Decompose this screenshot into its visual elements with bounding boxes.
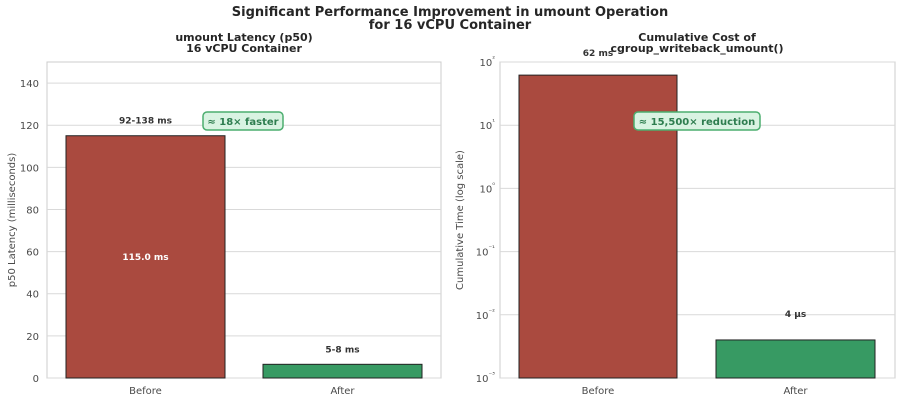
left-chart-title-line-1: umount Latency (p50) — [175, 31, 312, 44]
right-chart-y-axis-ticks: 10⁻³ 10⁻² 10⁻¹ 10⁰ 10¹ 10² — [476, 55, 495, 385]
right-chart-annotations: 62 ms 4 μs — [583, 49, 806, 320]
left-chart-title-line-2: 16 vCPU Container — [186, 42, 302, 55]
right-chart-x-tick-label: After — [783, 386, 808, 397]
right-chart-y-tick-label: 10⁰ — [479, 181, 495, 195]
left-chart-panel: umount Latency (p50) 16 vCPU Container 0… — [7, 31, 442, 397]
right-chart-y-tick-label: 10¹ — [479, 118, 495, 132]
left-chart-y-tick-label: 0 — [33, 374, 39, 385]
right-chart-y-tick-label: 10⁻¹ — [476, 245, 495, 259]
left-chart-y-axis-label: p50 Latency (milliseconds) — [7, 153, 18, 288]
left-chart-bars — [65, 135, 423, 379]
right-chart-y-tick-label: 10² — [479, 55, 495, 69]
left-chart-y-axis-ticks: 0 20 40 60 80 100 120 140 — [20, 79, 39, 385]
right-chart-callout-box — [633, 111, 761, 131]
left-chart-y-tick-label: 140 — [20, 79, 39, 90]
left-chart-x-tick-label: After — [330, 386, 355, 397]
right-chart-bar-label: 4 μs — [785, 310, 806, 320]
left-chart-bar-label: 92-138 ms — [119, 117, 172, 127]
left-chart-x-tick-label: Before — [129, 386, 162, 397]
figure-title-line-2: for 16 vCPU Container — [369, 18, 532, 33]
left-chart-x-axis-ticks: Before After — [129, 386, 355, 397]
left-chart-y-tick-label: 20 — [26, 332, 39, 343]
right-chart-bar-after — [715, 339, 876, 379]
right-chart-panel: Cumulative Cost of cgroup_writeback_umou… — [455, 31, 896, 397]
right-chart-y-axis-label: Cumulative Time (log scale) — [455, 150, 466, 290]
left-chart-callout-text: ≈ 18× faster — [207, 117, 278, 128]
left-chart-bar-before — [65, 135, 226, 379]
right-chart-bar-label: 62 ms — [583, 49, 613, 59]
right-chart-callout-text: ≈ 15,500× reduction — [639, 117, 755, 128]
left-chart-y-tick-label: 60 — [26, 248, 39, 259]
left-chart-y-tick-label: 40 — [26, 290, 39, 301]
right-chart-callout: ≈ 15,500× reduction — [633, 111, 761, 131]
right-chart-x-tick-label: Before — [582, 386, 615, 397]
left-chart-y-tick-label: 80 — [26, 205, 39, 216]
left-chart-bar-inner-label: 115.0 ms — [122, 253, 168, 263]
left-chart-annotations: 92-138 ms 5-8 ms 115.0 ms — [119, 117, 360, 356]
left-chart-callout: ≈ 18× faster — [202, 111, 284, 131]
figure-title-line-1: Significant Performance Improvement in u… — [232, 5, 668, 20]
left-chart-bar-label: 5-8 ms — [325, 345, 359, 355]
left-chart-y-tick-label: 100 — [20, 163, 39, 174]
left-chart-callout-box — [202, 111, 284, 131]
right-chart-y-tick-label: 10⁻³ — [476, 371, 495, 385]
right-chart-title-line-2: cgroup_writeback_umount() — [610, 42, 783, 55]
left-chart-y-tick-label: 120 — [20, 121, 39, 132]
right-chart-title-line-1: Cumulative Cost of — [638, 31, 756, 44]
left-chart-bar-after — [262, 363, 423, 379]
right-chart-y-tick-label: 10⁻² — [476, 308, 495, 322]
right-chart-x-axis-ticks: Before After — [582, 386, 809, 397]
